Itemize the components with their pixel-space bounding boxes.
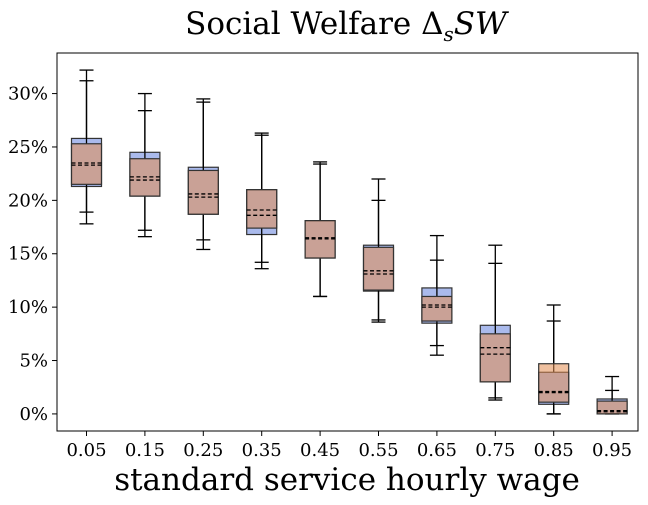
iqr-box <box>70 143 103 185</box>
plot-area: 0% 5% 10% 15% 20% 25% 30% 0.05 0.15 0.25 0.35 0.45 0… <box>8 69 632 461</box>
iqr-box <box>187 169 219 215</box>
y-tick-label: 25% <box>8 137 48 158</box>
x-tick-label: 0.65 <box>417 440 457 461</box>
iqr-box <box>479 333 511 383</box>
plot-frame <box>56 52 639 432</box>
chart-title-main: Social Welfare Δ <box>185 6 443 42</box>
iqr-box <box>421 295 453 322</box>
x-tick-label: 0.75 <box>475 440 515 461</box>
y-tick-label: 5% <box>19 351 48 372</box>
y-tick-label: 20% <box>8 190 48 211</box>
x-tick-label: 0.25 <box>183 440 223 461</box>
x-tick-label: 0.95 <box>592 440 632 461</box>
x-tick-label: 0.85 <box>534 440 574 461</box>
chart-title: Social Welfare ΔsSW <box>185 6 509 46</box>
x-tick-label: 0.05 <box>66 440 106 461</box>
y-tick-label: 0% <box>19 404 48 425</box>
x-tick-label: 0.55 <box>358 440 398 461</box>
x-tick-label: 0.35 <box>242 440 282 461</box>
iqr-box <box>538 363 570 403</box>
iqr-box <box>246 189 278 229</box>
chart-title-tail: SW <box>454 6 509 42</box>
iqr-box <box>362 246 395 291</box>
y-tick-label: 10% <box>8 297 48 318</box>
x-axis-label: standard service hourly wage <box>114 462 580 498</box>
x-tick-label: 0.15 <box>125 440 165 461</box>
x-tick-label: 0.45 <box>300 440 340 461</box>
y-tick-label: 30% <box>8 84 48 105</box>
y-tick-label: 15% <box>8 244 48 265</box>
chart-title-subscript: s <box>444 22 454 46</box>
